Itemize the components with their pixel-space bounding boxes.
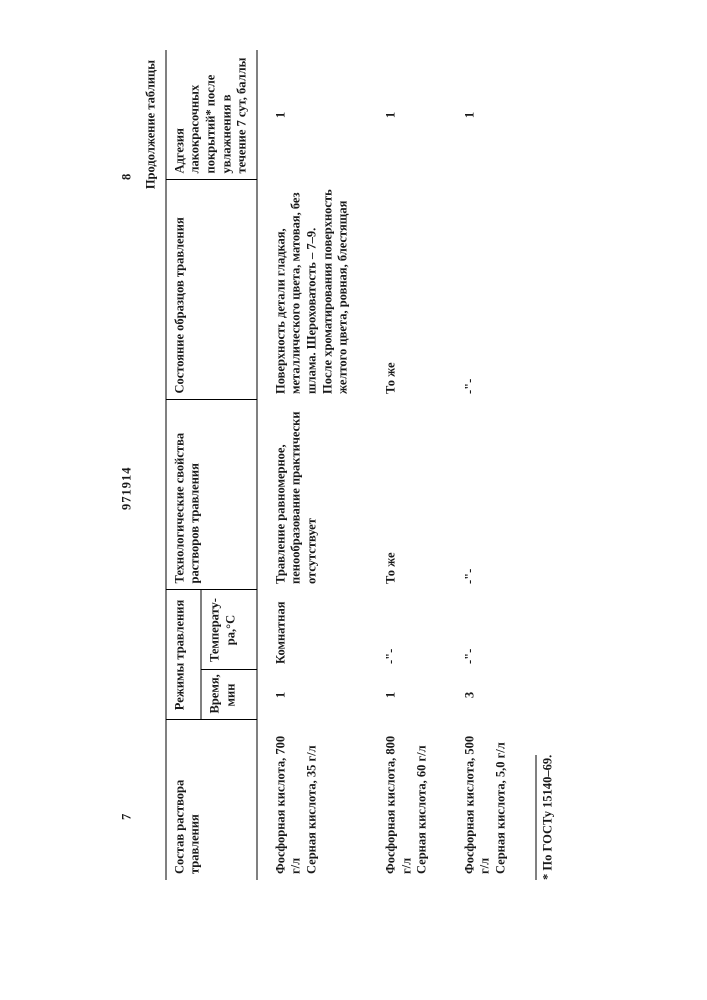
col-header-modes-group: Режимы трав­ления <box>166 590 202 720</box>
cell-composition: Фосфорная кислота, 800 г/лСерная кислота… <box>367 720 446 880</box>
col-header-temp: Температу­ра,°С <box>201 590 256 670</box>
footnote: * По ГОСТу 15140–69. <box>535 755 556 880</box>
cell-tech: Травление равномерное, пенообразование п… <box>257 400 368 590</box>
table-row: Фосфорная кислота, 700 г/лСерная кислота… <box>257 50 368 880</box>
table-body: Фосфорная кислота, 700 г/лСерная кислота… <box>257 50 525 880</box>
cell-temp: Комнатная <box>257 590 368 670</box>
document-number: 971914 <box>120 467 136 511</box>
cell-composition: Фосфорная кислота, 700 г/лСерная кислота… <box>257 720 368 880</box>
col-header-composition: Состав раствора травления <box>166 720 257 880</box>
cell-state: Поверхность детали гладкая, металлическо… <box>257 180 368 400</box>
col-header-state: Состояние образцов травления <box>166 180 257 400</box>
cell-temp: -"- <box>446 590 525 670</box>
cell-state: -"- <box>446 180 525 400</box>
cell-tech: -"- <box>446 400 525 590</box>
col-header-time: Время, мин <box>201 670 256 720</box>
continuation-label: Продолжение таблицы <box>144 50 160 880</box>
col-header-adhesion: Адгезия лакокрасочных покрытий* после ув… <box>166 50 257 180</box>
cell-tech: То же <box>367 400 446 590</box>
data-table: Состав раствора травления Режимы трав­ле… <box>165 50 525 880</box>
page-number-right: 8 <box>120 174 136 180</box>
page-number-left: 7 <box>120 814 136 820</box>
rotated-container: 7 971914 8 Продолжение таблицы Состав ра… <box>0 0 707 1000</box>
cell-time: 3 <box>446 670 525 720</box>
cell-time: 1 <box>367 670 446 720</box>
content: 7 971914 8 Продолжение таблицы Состав ра… <box>120 50 556 880</box>
page-number-bar: 7 971914 8 <box>120 50 138 880</box>
cell-adhesion: 1 <box>367 50 446 180</box>
cell-adhesion: 1 <box>446 50 525 180</box>
cell-composition: Фосфорная кислота, 500 г/лСерная кислота… <box>446 720 525 880</box>
cell-time: 1 <box>257 670 368 720</box>
cell-temp: -"- <box>367 590 446 670</box>
table-row: Фосфорная кислота, 800 г/лСерная кислота… <box>367 50 446 880</box>
col-header-tech: Технологические свойства растворов травл… <box>166 400 257 590</box>
cell-adhesion: 1 <box>257 50 368 180</box>
table-row: Фосфорная кислота, 500 г/лСерная кислота… <box>446 50 525 880</box>
table-header: Состав раствора травления Режимы трав­ле… <box>166 50 257 880</box>
cell-state: То же <box>367 180 446 400</box>
page: 7 971914 8 Продолжение таблицы Состав ра… <box>0 0 707 1000</box>
